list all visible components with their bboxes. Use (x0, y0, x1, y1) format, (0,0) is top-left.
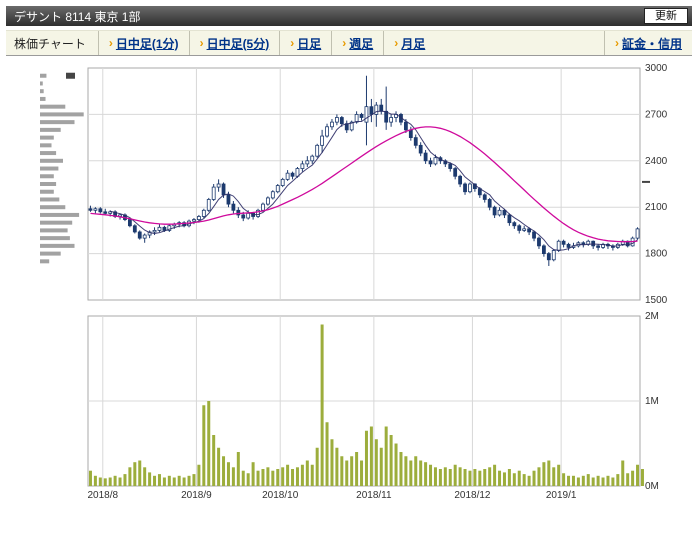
tab-label: 日中足(5分) (206, 36, 270, 51)
titlebar: デサント 8114 東京 1部 更新 (6, 6, 692, 26)
svg-text:0M: 0M (645, 481, 659, 492)
tab-label: 証金・信用 (621, 36, 682, 51)
svg-text:2018/10: 2018/10 (262, 490, 299, 501)
chevron-right-icon: › (290, 36, 295, 50)
tab-monthly[interactable]: › 月足 (383, 31, 435, 55)
svg-text:2400: 2400 (645, 156, 668, 167)
svg-text:2018/9: 2018/9 (181, 490, 212, 501)
svg-text:2100: 2100 (645, 202, 668, 213)
chart-toolbar: 株価チャート › 日中足(1分) › 日中足(5分) › 日足 › 週足 › 月… (6, 30, 692, 56)
tab-label: 月足 (401, 36, 426, 51)
chart-svg: 3000 2700 2400 2100 1800 1500 2M 1M 0M 2018/8 2018… (40, 63, 668, 501)
svg-text:1800: 1800 (645, 249, 668, 260)
tab-label: 週足 (349, 36, 374, 51)
svg-text:2700: 2700 (645, 109, 668, 120)
stock-chart-app: デサント 8114 東京 1部 更新 株価チャート › 日中足(1分) › 日中… (0, 6, 698, 505)
tab-label: 日足 (297, 36, 322, 51)
chevron-right-icon: › (199, 36, 204, 50)
svg-text:2018/8: 2018/8 (87, 490, 118, 501)
chevron-right-icon: › (394, 36, 399, 50)
chart-area: 3000 2700 2400 2100 1800 1500 2M 1M 0M 2018/8 2018… (0, 56, 698, 505)
svg-text:3000: 3000 (645, 63, 668, 74)
link-margin-credit[interactable]: › 証金・信用 (603, 31, 692, 55)
chevron-right-icon: › (614, 36, 619, 50)
tab-label: 日中足(1分) (115, 36, 179, 51)
tab-intraday-5min[interactable]: › 日中足(5分) (188, 31, 280, 55)
svg-text:1M: 1M (645, 396, 659, 407)
svg-text:2M: 2M (645, 311, 659, 322)
tab-intraday-1min[interactable]: › 日中足(1分) (97, 31, 189, 55)
svg-text:2018/11: 2018/11 (356, 490, 392, 501)
refresh-button[interactable]: 更新 (644, 8, 688, 24)
stock-title: デサント 8114 東京 1部 (14, 9, 141, 24)
svg-text:1500: 1500 (645, 295, 668, 306)
chevron-right-icon: › (342, 36, 347, 50)
toolbar-label: 株価チャート (14, 36, 86, 51)
tab-daily[interactable]: › 日足 (279, 31, 331, 55)
tab-weekly[interactable]: › 週足 (331, 31, 383, 55)
svg-text:2018/12: 2018/12 (454, 490, 491, 501)
chevron-right-icon: › (108, 36, 113, 50)
svg-text:2019/1: 2019/1 (546, 490, 577, 501)
